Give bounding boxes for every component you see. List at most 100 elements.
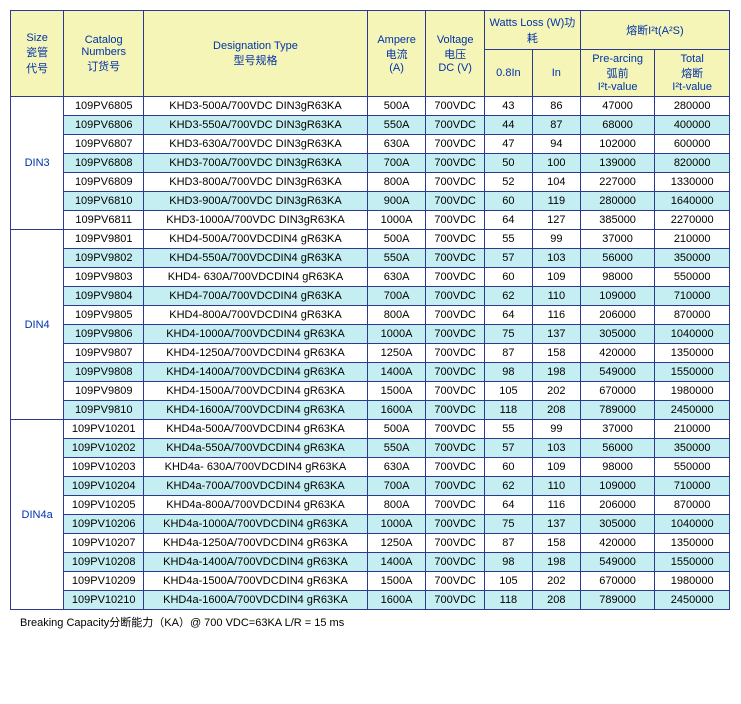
cell-w1: 64 [484, 496, 532, 515]
header-i2t-c1a: Pre-arcing [583, 53, 653, 65]
cell-des: KHD4a-550A/700VDCDIN4 gR63KA [144, 439, 368, 458]
size-cell: DIN3 [11, 97, 64, 230]
header-size: Size 瓷管 代号 [11, 11, 64, 97]
table-row: 109PV6809KHD3-800A/700VDC DIN3gR63KA800A… [11, 173, 730, 192]
cell-w1: 60 [484, 192, 532, 211]
cell-cat: 109PV10201 [64, 420, 144, 439]
cell-volt: 700VDC [426, 268, 485, 287]
cell-cat: 109PV9807 [64, 344, 144, 363]
cell-w1: 50 [484, 154, 532, 173]
cell-w2: 109 [532, 458, 580, 477]
cell-i2: 1040000 [655, 325, 730, 344]
table-row: 109PV6808KHD3-700A/700VDC DIN3gR63KA700A… [11, 154, 730, 173]
size-cell: DIN4a [11, 420, 64, 610]
cell-amp: 900A [367, 192, 426, 211]
cell-i2: 870000 [655, 496, 730, 515]
cell-volt: 700VDC [426, 363, 485, 382]
cell-volt: 700VDC [426, 211, 485, 230]
cell-w2: 119 [532, 192, 580, 211]
cell-amp: 1250A [367, 344, 426, 363]
table-row: 109PV10208KHD4a-1400A/700VDCDIN4 gR63KA1… [11, 553, 730, 572]
cell-i2: 280000 [655, 97, 730, 116]
header-voltage-l2: 电压 [428, 46, 482, 62]
header-ampere: Ampere 电流 (A) [367, 11, 426, 97]
cell-i2: 400000 [655, 116, 730, 135]
header-catalog: Catalog Numbers 订货号 [64, 11, 144, 97]
cell-i1: 789000 [580, 401, 655, 420]
cell-cat: 109PV10208 [64, 553, 144, 572]
cell-i2: 1980000 [655, 572, 730, 591]
cell-des: KHD4-1000A/700VDCDIN4 gR63KA [144, 325, 368, 344]
cell-i2: 600000 [655, 135, 730, 154]
header-watts-in: In [532, 50, 580, 97]
cell-i2: 210000 [655, 230, 730, 249]
cell-volt: 700VDC [426, 553, 485, 572]
header-size-l3: 代号 [13, 60, 61, 76]
table-row: 109PV9803KHD4- 630A/700VDCDIN4 gR63KA630… [11, 268, 730, 287]
cell-volt: 700VDC [426, 306, 485, 325]
cell-w1: 47 [484, 135, 532, 154]
cell-cat: 109PV6810 [64, 192, 144, 211]
cell-w2: 202 [532, 382, 580, 401]
cell-cat: 109PV9801 [64, 230, 144, 249]
cell-cat: 109PV9805 [64, 306, 144, 325]
cell-des: KHD4-550A/700VDCDIN4 gR63KA [144, 249, 368, 268]
cell-amp: 500A [367, 230, 426, 249]
cell-w1: 98 [484, 363, 532, 382]
table-row: 109PV9806KHD4-1000A/700VDCDIN4 gR63KA100… [11, 325, 730, 344]
cell-amp: 630A [367, 135, 426, 154]
cell-w2: 86 [532, 97, 580, 116]
cell-i2: 1640000 [655, 192, 730, 211]
cell-w2: 116 [532, 496, 580, 515]
cell-des: KHD4a-500A/700VDCDIN4 gR63KA [144, 420, 368, 439]
header-ampere-l1: Ampere [370, 34, 424, 46]
cell-i2: 710000 [655, 287, 730, 306]
cell-i2: 2270000 [655, 211, 730, 230]
cell-i2: 350000 [655, 249, 730, 268]
cell-i1: 305000 [580, 515, 655, 534]
cell-i1: 37000 [580, 230, 655, 249]
header-i2t-group: 熔断I²t(A²S) [580, 11, 729, 50]
cell-i1: 420000 [580, 344, 655, 363]
size-cell: DIN4 [11, 230, 64, 420]
table-row: DIN3109PV6805KHD3-500A/700VDC DIN3gR63KA… [11, 97, 730, 116]
cell-i1: 98000 [580, 458, 655, 477]
cell-w2: 198 [532, 363, 580, 382]
cell-w2: 208 [532, 591, 580, 610]
header-i2t-c1b: 弧前 [583, 65, 653, 81]
cell-amp: 550A [367, 439, 426, 458]
cell-cat: 109PV10202 [64, 439, 144, 458]
cell-amp: 800A [367, 306, 426, 325]
cell-w2: 208 [532, 401, 580, 420]
table-row: 109PV9802KHD4-550A/700VDCDIN4 gR63KA550A… [11, 249, 730, 268]
cell-i1: 385000 [580, 211, 655, 230]
cell-i1: 109000 [580, 477, 655, 496]
cell-w1: 87 [484, 534, 532, 553]
cell-des: KHD4-500A/700VDCDIN4 gR63KA [144, 230, 368, 249]
cell-volt: 700VDC [426, 325, 485, 344]
table-row: 109PV9805KHD4-800A/700VDCDIN4 gR63KA800A… [11, 306, 730, 325]
cell-i2: 1980000 [655, 382, 730, 401]
table-body: DIN3109PV6805KHD3-500A/700VDC DIN3gR63KA… [11, 97, 730, 610]
cell-cat: 109PV9810 [64, 401, 144, 420]
cell-w2: 87 [532, 116, 580, 135]
cell-cat: 109PV9803 [64, 268, 144, 287]
cell-des: KHD4a-1600A/700VDCDIN4 gR63KA [144, 591, 368, 610]
header-voltage-l1: Voltage [428, 34, 482, 46]
header-i2t-total: Total 熔断 I²t-value [655, 50, 730, 97]
cell-w1: 64 [484, 306, 532, 325]
cell-amp: 1000A [367, 211, 426, 230]
cell-volt: 700VDC [426, 534, 485, 553]
table-row: 109PV10207KHD4a-1250A/700VDCDIN4 gR63KA1… [11, 534, 730, 553]
cell-volt: 700VDC [426, 287, 485, 306]
cell-i1: 47000 [580, 97, 655, 116]
cell-cat: 109PV6811 [64, 211, 144, 230]
table-row: 109PV9809KHD4-1500A/700VDCDIN4 gR63KA150… [11, 382, 730, 401]
cell-i2: 870000 [655, 306, 730, 325]
cell-amp: 1500A [367, 382, 426, 401]
cell-w2: 103 [532, 439, 580, 458]
cell-cat: 109PV9804 [64, 287, 144, 306]
cell-amp: 1250A [367, 534, 426, 553]
cell-volt: 700VDC [426, 249, 485, 268]
cell-i1: 789000 [580, 591, 655, 610]
